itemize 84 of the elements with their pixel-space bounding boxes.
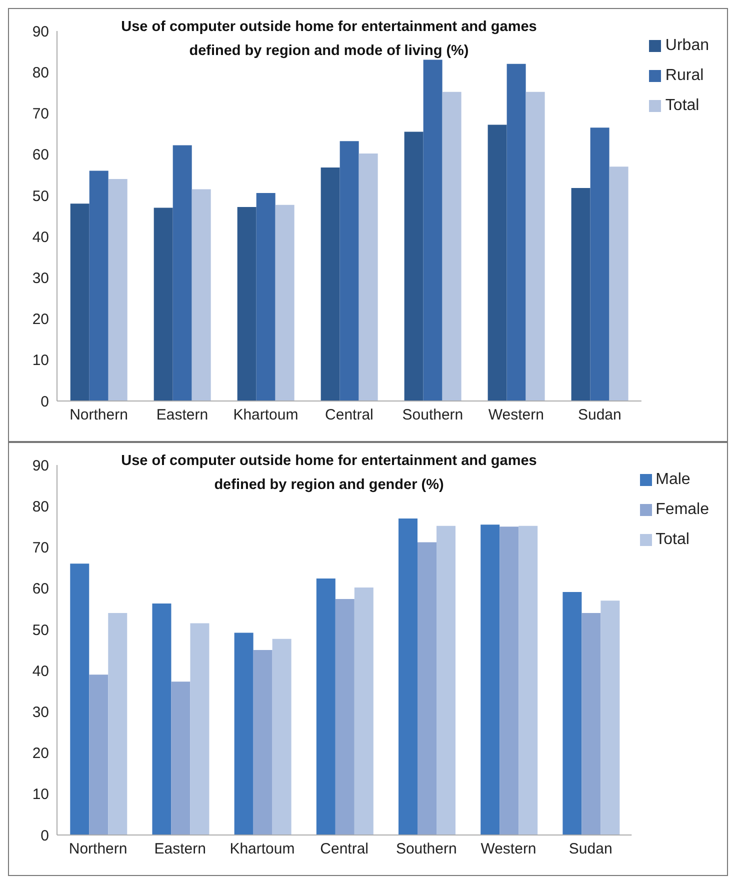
legend-label: Female <box>656 501 709 518</box>
bar <box>108 613 128 835</box>
bar <box>316 578 336 835</box>
bar <box>171 682 190 835</box>
bar <box>237 206 256 401</box>
bar <box>562 592 582 835</box>
bar <box>335 599 354 835</box>
bar <box>404 132 424 401</box>
x-tick-label: Eastern <box>156 406 208 424</box>
y-tick-label: 20 <box>32 745 49 762</box>
bar <box>340 141 359 401</box>
bar <box>436 526 456 835</box>
y-tick-label: 70 <box>32 540 49 557</box>
chart-title: Use of computer outside home for entertainment and games defined by region and gender (%) <box>120 452 538 495</box>
bar <box>518 526 538 835</box>
bar <box>253 650 272 835</box>
bar <box>70 204 90 401</box>
y-tick-label: 80 <box>32 498 49 516</box>
y-tick-label: 40 <box>32 228 49 246</box>
bar <box>571 188 590 401</box>
x-tick-label: Khartoum <box>233 406 298 424</box>
bar <box>418 542 436 835</box>
bar <box>506 64 526 401</box>
y-tick-label: 30 <box>32 270 49 287</box>
legend-label: Rural <box>665 67 704 84</box>
x-tick-label: Southern <box>402 406 464 424</box>
y-tick-label: 10 <box>32 352 49 370</box>
bar <box>152 604 172 835</box>
bar <box>234 632 254 835</box>
bar <box>358 154 378 401</box>
bar <box>272 638 292 835</box>
y-tick-label: 0 <box>40 393 49 410</box>
bar <box>154 208 173 401</box>
x-tick-label: Western <box>480 840 536 858</box>
bar <box>500 526 519 835</box>
bar <box>398 518 418 835</box>
bar <box>480 524 500 835</box>
bar <box>582 613 601 835</box>
legend-label: Total <box>656 531 690 548</box>
bar <box>609 166 628 401</box>
x-tick-label: Southern <box>396 840 457 858</box>
y-tick-label: 50 <box>32 622 49 639</box>
y-tick-label: 0 <box>40 827 49 844</box>
bar <box>256 192 276 401</box>
bar <box>442 92 462 401</box>
bar <box>70 564 90 835</box>
y-tick-label: 90 <box>32 457 49 474</box>
x-tick-label: Sudan <box>568 840 612 858</box>
bar <box>600 600 620 835</box>
x-tick-label: Central <box>325 406 374 424</box>
y-tick-label: 40 <box>32 662 49 680</box>
bar <box>89 170 108 401</box>
bar <box>172 145 192 401</box>
legend-label: Urban <box>665 37 709 54</box>
y-tick-label: 20 <box>32 311 49 328</box>
legend-label: Total <box>665 97 700 114</box>
bar <box>108 179 128 401</box>
x-tick-label: Sudan <box>578 406 622 424</box>
bar <box>190 623 210 835</box>
y-tick-label: 10 <box>32 786 49 804</box>
bar <box>320 167 340 401</box>
bar <box>488 124 507 401</box>
bar <box>526 92 545 401</box>
bar <box>354 588 374 835</box>
y-tick-label: 70 <box>32 106 49 123</box>
y-tick-label: 80 <box>32 64 49 82</box>
y-tick-label: 90 <box>32 23 49 40</box>
bar <box>275 204 294 401</box>
y-tick-label: 30 <box>32 704 49 721</box>
legend-label: Male <box>656 471 690 488</box>
y-tick-label: 50 <box>32 188 49 205</box>
x-tick-label: Western <box>488 406 544 424</box>
chart-title: Use of computer outside home for entertainment and games defined by region and mode of living (%) <box>120 18 538 61</box>
bar <box>192 189 211 401</box>
y-tick-label: 60 <box>32 146 49 164</box>
y-tick-label: 60 <box>32 580 49 598</box>
x-tick-label: Northern <box>68 840 128 858</box>
bar <box>590 128 610 401</box>
bar <box>423 60 442 401</box>
x-tick-label: Northern <box>70 406 128 424</box>
bar <box>89 674 108 835</box>
x-tick-label: Eastern <box>154 840 206 858</box>
x-tick-label: Central <box>320 840 368 858</box>
x-tick-label: Khartoum <box>230 840 295 858</box>
